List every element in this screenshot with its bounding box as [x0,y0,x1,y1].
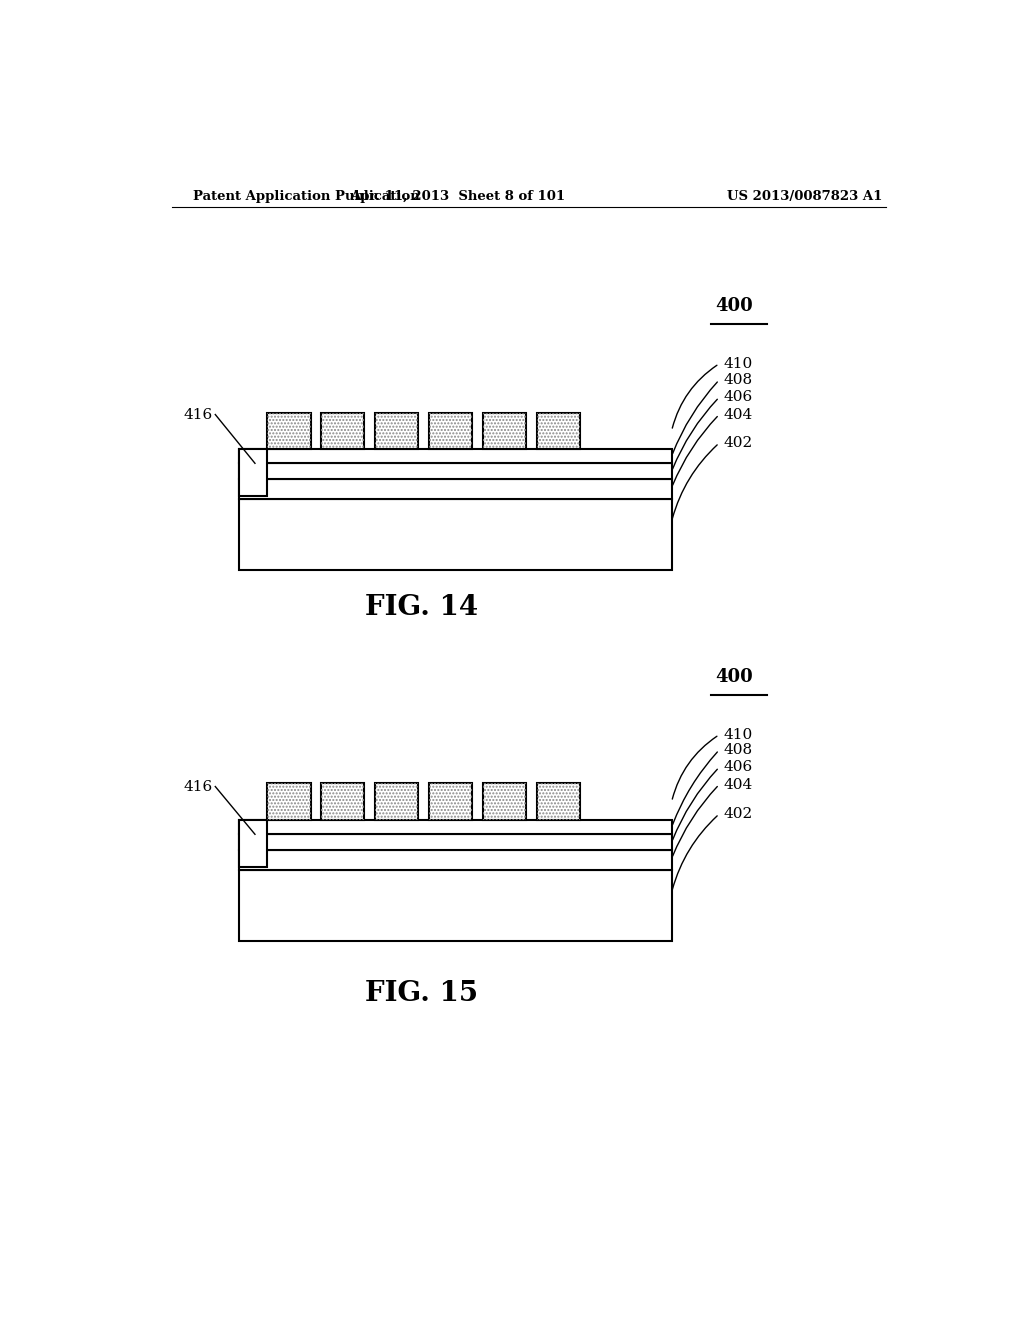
Bar [375,784,419,820]
Text: 416: 416 [183,780,213,793]
Bar [482,412,526,449]
Bar [240,820,267,867]
Text: 404: 404 [723,408,753,421]
Bar [429,784,472,820]
Text: 402: 402 [723,436,753,450]
Text: Apr. 11, 2013  Sheet 8 of 101: Apr. 11, 2013 Sheet 8 of 101 [350,190,565,202]
Bar [429,784,472,820]
Text: 410: 410 [723,727,753,742]
Bar [482,412,526,449]
Bar [375,412,419,449]
Bar [375,412,419,449]
Bar [321,784,365,820]
Bar [240,820,672,834]
Bar [537,412,581,449]
Text: 416: 416 [183,408,213,421]
Bar [267,784,310,820]
Text: 406: 406 [723,760,753,775]
Bar [240,499,672,570]
Text: 404: 404 [723,777,753,792]
Text: US 2013/0087823 A1: US 2013/0087823 A1 [727,190,883,202]
Text: 400: 400 [715,297,753,314]
Text: 408: 408 [723,374,753,387]
Bar [537,784,581,820]
Bar [240,834,672,850]
Bar [267,784,310,820]
Bar [321,784,365,820]
Bar [267,412,310,449]
Text: FIG. 14: FIG. 14 [366,594,478,622]
Bar [321,412,365,449]
Bar [429,412,472,449]
Bar [537,784,581,820]
Bar [482,784,526,820]
Text: 408: 408 [723,743,753,756]
Bar [240,870,672,941]
Bar [429,412,472,449]
Bar [321,412,365,449]
Bar [240,850,672,870]
Bar [240,479,672,499]
Text: 410: 410 [723,356,753,371]
Bar [267,412,310,449]
Bar [482,784,526,820]
Text: 400: 400 [715,668,753,686]
Text: Patent Application Publication: Patent Application Publication [194,190,420,202]
Bar [240,449,267,496]
Bar [375,784,419,820]
Bar [537,412,581,449]
Text: 406: 406 [723,391,753,404]
Bar [240,463,672,479]
Bar [240,449,672,463]
Text: FIG. 15: FIG. 15 [366,981,478,1007]
Text: 402: 402 [723,807,753,821]
